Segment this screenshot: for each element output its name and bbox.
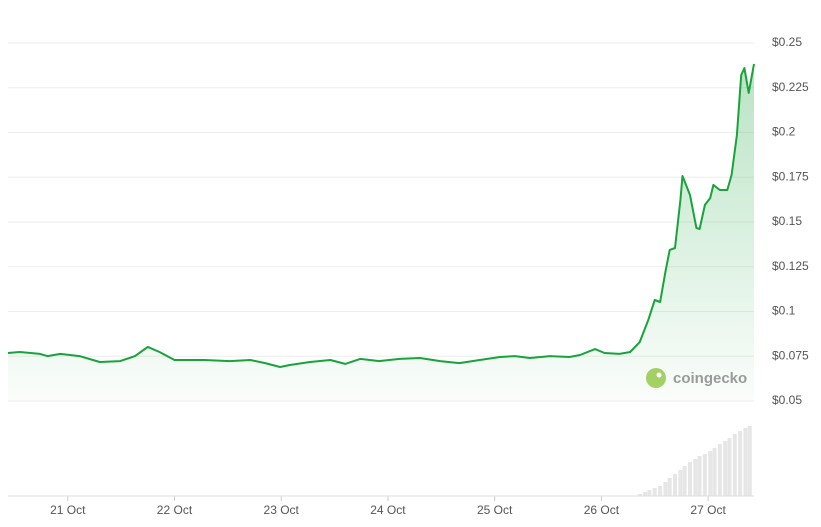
volume-bar	[743, 428, 748, 496]
volume-bar	[652, 488, 657, 496]
y-tick-label: $0.25	[772, 35, 802, 49]
volume-bar	[702, 454, 707, 496]
volume-bar	[697, 456, 702, 496]
x-tick-label: 22 Oct	[157, 503, 193, 517]
x-tick-label: 23 Oct	[264, 503, 300, 517]
volume-bar	[738, 431, 743, 496]
x-tick-label: 24 Oct	[370, 503, 406, 517]
volume-bar	[643, 492, 648, 496]
y-tick-label: $0.2	[772, 125, 796, 139]
volume-bar	[732, 434, 737, 496]
price-line	[7, 63, 755, 368]
volume-bar	[663, 482, 668, 496]
volume-bar	[673, 474, 678, 496]
y-tick-label: $0.15	[772, 214, 802, 228]
y-tick-label: $0.05	[772, 393, 802, 407]
volume-bar	[693, 459, 698, 496]
volume-bar	[723, 441, 728, 496]
watermark: coingecko	[673, 370, 747, 387]
volume-bar	[667, 478, 672, 496]
y-tick-label: $0.225	[772, 80, 809, 94]
volume-bar	[727, 438, 732, 496]
y-tick-label: $0.075	[772, 348, 809, 362]
y-tick-label: $0.175	[772, 169, 809, 183]
volume-bar	[687, 462, 692, 496]
volume-bar	[682, 466, 687, 496]
volume-bar	[712, 448, 717, 496]
area-fill	[8, 63, 754, 402]
volume-bar	[717, 444, 722, 496]
volume-bar	[678, 470, 683, 496]
volume-bar	[708, 451, 713, 496]
volume-bar	[647, 490, 652, 496]
x-tick-label: 25 Oct	[477, 503, 513, 517]
volume-bar	[658, 486, 663, 496]
y-tick-label: $0.125	[772, 259, 809, 273]
watermark-logo	[646, 368, 666, 388]
x-tick-label: 21 Oct	[50, 503, 86, 517]
volume-bar	[747, 426, 752, 496]
y-tick-label: $0.1	[772, 304, 796, 318]
x-tick-label: 26 Oct	[584, 503, 620, 517]
volume-bar	[637, 494, 642, 496]
x-tick-label: 27 Oct	[690, 503, 726, 517]
